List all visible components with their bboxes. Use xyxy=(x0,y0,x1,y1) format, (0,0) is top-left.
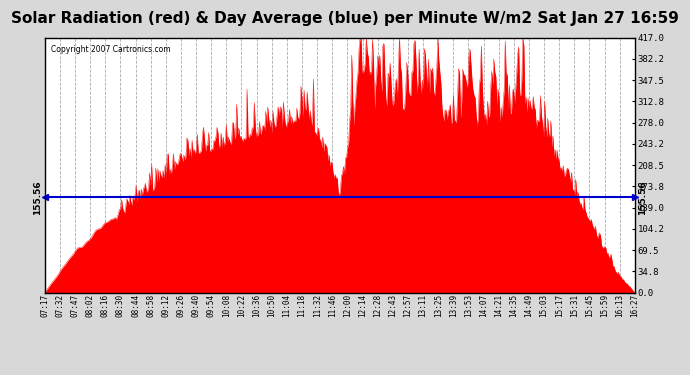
Text: 155.56: 155.56 xyxy=(33,180,42,214)
Text: 155.56: 155.56 xyxy=(638,180,647,214)
Text: Solar Radiation (red) & Day Average (blue) per Minute W/m2 Sat Jan 27 16:59: Solar Radiation (red) & Day Average (blu… xyxy=(11,11,679,26)
Text: Copyright 2007 Cartronics.com: Copyright 2007 Cartronics.com xyxy=(51,45,170,54)
